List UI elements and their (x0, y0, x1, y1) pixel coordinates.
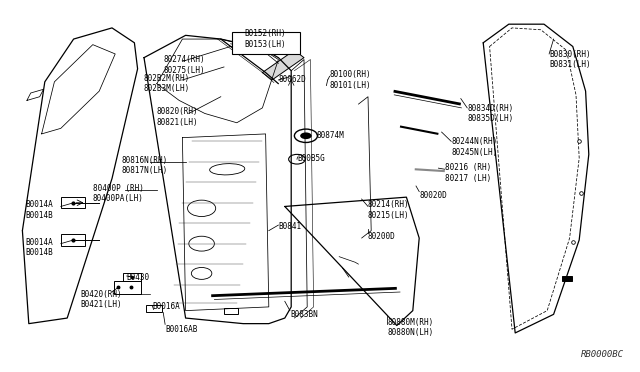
Bar (114, 281, 141, 294)
Text: B0430: B0430 (127, 273, 150, 282)
Text: 80880M(RH)
80880N(LH): 80880M(RH) 80880N(LH) (387, 318, 433, 337)
Text: 80244N(RH)
80245N(LH): 80244N(RH) 80245N(LH) (451, 137, 497, 157)
Text: 80062D: 80062D (278, 76, 306, 84)
Bar (61, 234, 85, 246)
Text: B00B5G: B00B5G (298, 154, 325, 163)
Text: 80020D: 80020D (419, 191, 447, 200)
Text: 80816N(RH)
80817N(LH): 80816N(RH) 80817N(LH) (122, 156, 168, 175)
Text: B0830(RH)
B0831(LH): B0830(RH) B0831(LH) (549, 50, 591, 69)
Text: 80820(RH)
80821(LH): 80820(RH) 80821(LH) (157, 108, 198, 127)
Polygon shape (262, 50, 304, 80)
Bar (123, 273, 141, 281)
Text: 80200D: 80200D (368, 232, 396, 241)
Text: 80874M: 80874M (317, 131, 344, 140)
Text: B0014A
B0014B: B0014A B0014B (26, 201, 53, 220)
FancyBboxPatch shape (232, 32, 300, 54)
Bar (562, 276, 572, 281)
Text: 80214(RH)
80215(LH): 80214(RH) 80215(LH) (368, 201, 410, 220)
Bar (61, 197, 85, 208)
Text: B0152(RH)
B0153(LH): B0152(RH) B0153(LH) (244, 29, 287, 49)
Text: B0016A: B0016A (152, 302, 180, 311)
Circle shape (300, 132, 312, 139)
Text: 80100(RH)
80101(LH): 80100(RH) 80101(LH) (330, 70, 371, 90)
Text: B0420(RH)
B0421(LH): B0420(RH) B0421(LH) (80, 290, 122, 309)
Text: B083BN: B083BN (290, 310, 317, 319)
Text: 80274(RH)
80275(LH): 80274(RH) 80275(LH) (163, 55, 205, 75)
Text: 80400P (RH)
80400PA(LH): 80400P (RH) 80400PA(LH) (93, 184, 143, 203)
Text: RB0000BC: RB0000BC (581, 350, 624, 359)
Text: B0014A
B0014B: B0014A B0014B (26, 238, 53, 257)
Text: 802B2M(RH)
802B3M(LH): 802B2M(RH) 802B3M(LH) (144, 74, 190, 93)
Text: 80216 (RH)
80217 (LH): 80216 (RH) 80217 (LH) (445, 163, 491, 183)
Text: B0841: B0841 (278, 222, 301, 231)
Text: B0016AB: B0016AB (165, 325, 198, 334)
Text: 80834D(RH)
80835D(LH): 80834D(RH) 80835D(LH) (467, 104, 513, 123)
Bar (146, 305, 162, 312)
Bar (224, 308, 238, 314)
